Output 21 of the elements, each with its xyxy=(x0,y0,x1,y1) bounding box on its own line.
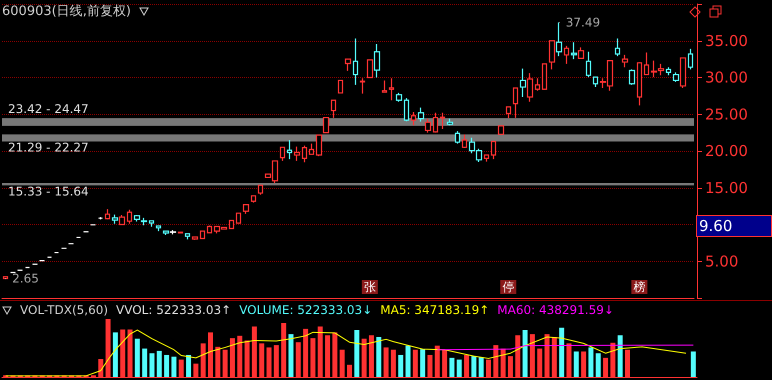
x-tick-label: 张 xyxy=(364,280,376,294)
x-tick-label: 榜 xyxy=(633,280,646,294)
y-tick-label: 20.00 xyxy=(705,142,748,160)
y-tick-label: 15.00 xyxy=(705,178,748,197)
x-tick-label: 停 xyxy=(502,280,514,294)
text: MA60: 438291.59↓ xyxy=(497,303,614,317)
chart-title: 600903(日线,前复权) xyxy=(2,3,131,20)
annotation: 2.65 xyxy=(12,272,39,286)
band-label: 23.42 - 24.47 xyxy=(8,102,89,116)
y-tick-label: 5.00 xyxy=(705,252,738,270)
annotation: 37.49 xyxy=(566,15,600,30)
series-label: MA5: 347183.19↑ xyxy=(380,303,490,317)
y-tick-label: 35.00 xyxy=(705,32,748,50)
text: VVOL: 522333.03↑ xyxy=(116,303,232,317)
text: 9.60 xyxy=(696,215,772,237)
band-label: 21.29 - 22.27 xyxy=(8,140,89,155)
y-tick-label: 30.00 xyxy=(705,68,748,86)
series-label: VOLUME: 522333.03↓ xyxy=(239,303,372,317)
y-tick-label: 25.00 xyxy=(705,105,748,124)
band-label: 15.33 - 15.64 xyxy=(8,184,89,198)
chart-title: VOL-TDX(5,60) xyxy=(20,303,108,317)
